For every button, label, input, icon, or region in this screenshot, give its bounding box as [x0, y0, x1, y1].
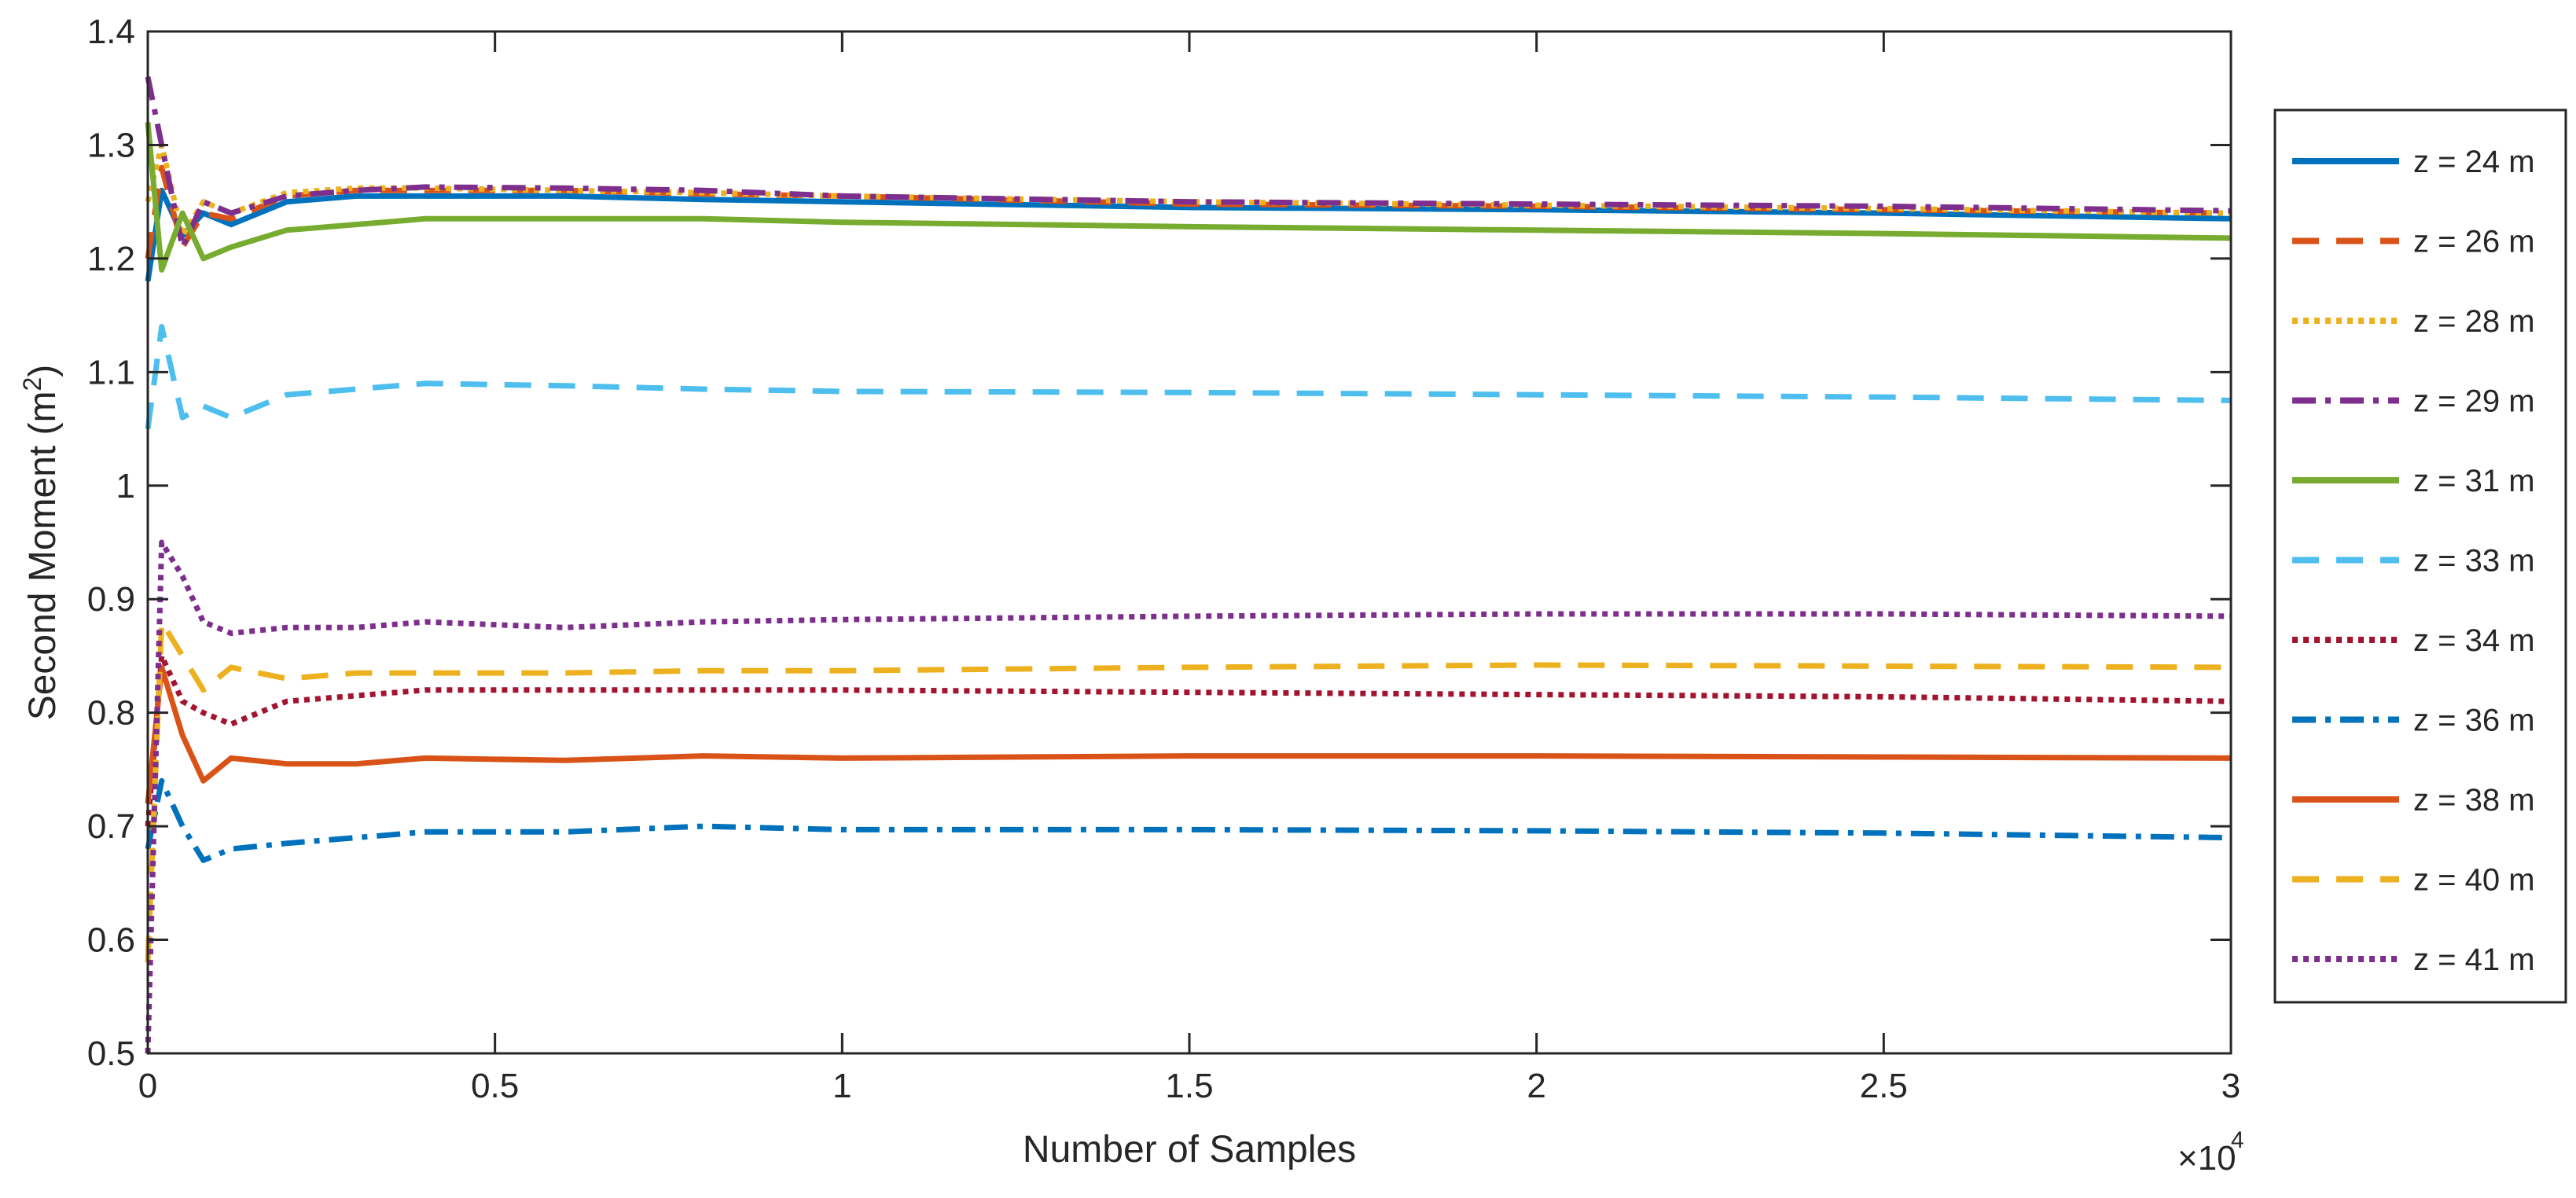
y-tick-label: 1 [116, 467, 135, 505]
y-axis-label: Second Moment (m2) [18, 365, 64, 721]
x-tick-label: 1 [832, 1067, 851, 1105]
legend-box [2273, 108, 2567, 1004]
legend-label: z = 33 m [2413, 544, 2535, 579]
legend-label: z = 26 m [2413, 225, 2535, 259]
y-axis-label-sup: 2 [18, 377, 46, 391]
legend-label: z = 29 m [2413, 384, 2535, 419]
series-line [145, 539, 2232, 1054]
y-tick-label: 0.6 [87, 921, 135, 960]
legend: z = 24 m z = 26 m z = 28 m z = 29 m z = 31 m… [2273, 108, 2567, 1004]
series-line [145, 76, 2232, 250]
legend-label: z = 41 m [2413, 943, 2535, 977]
y-tick-label: 1.4 [87, 13, 135, 51]
series-line [145, 122, 2232, 273]
y-tick-label: 0.5 [87, 1034, 135, 1073]
legend-label: z = 31 m [2413, 464, 2535, 498]
x-axis-label: Number of Samples [1023, 1129, 1356, 1170]
legend-label: z = 38 m [2413, 783, 2535, 818]
x-axis-multiplier: ×10 4 [2177, 1127, 2244, 1178]
y-tick-label: 1.2 [87, 240, 135, 278]
plot-lines [145, 76, 2232, 1054]
y-tick-label: 0.9 [87, 580, 135, 619]
x-tick-label: 1.5 [1165, 1067, 1213, 1105]
legend-label: z = 28 m [2413, 304, 2535, 339]
legend-label: z = 24 m [2413, 145, 2535, 179]
series-line [145, 652, 2232, 827]
y-tick-label: 0.8 [87, 694, 135, 733]
x-tick-label: 0.5 [471, 1067, 519, 1105]
x-tick-label: 2.5 [1860, 1067, 1908, 1105]
series-line [145, 324, 2232, 430]
x-tick-label: 3 [2221, 1067, 2240, 1105]
x-tick-label: 0 [138, 1067, 157, 1105]
series-line [145, 619, 2232, 963]
axes: 0 0.5 1 1.5 2 2.5 30.50.60.70.80.911.11.21.31.… [87, 13, 2240, 1105]
x-tick-label: 2 [1527, 1067, 1545, 1105]
y-axis-label-main: Second Moment (m [22, 391, 64, 720]
legend-label: z = 40 m [2413, 863, 2535, 898]
y-axis-label-close: ) [22, 365, 64, 377]
y-tick-label: 1.1 [87, 353, 135, 391]
x-multiplier-exponent: 4 [2231, 1127, 2244, 1153]
series-line [145, 664, 2232, 804]
series-line [145, 777, 2232, 863]
y-tick-label: 1.3 [87, 126, 135, 164]
x-multiplier-base: ×10 [2177, 1139, 2236, 1178]
legend-label: z = 36 m [2413, 704, 2535, 738]
legend-label: z = 34 m [2413, 623, 2535, 658]
y-tick-label: 0.7 [87, 807, 135, 846]
